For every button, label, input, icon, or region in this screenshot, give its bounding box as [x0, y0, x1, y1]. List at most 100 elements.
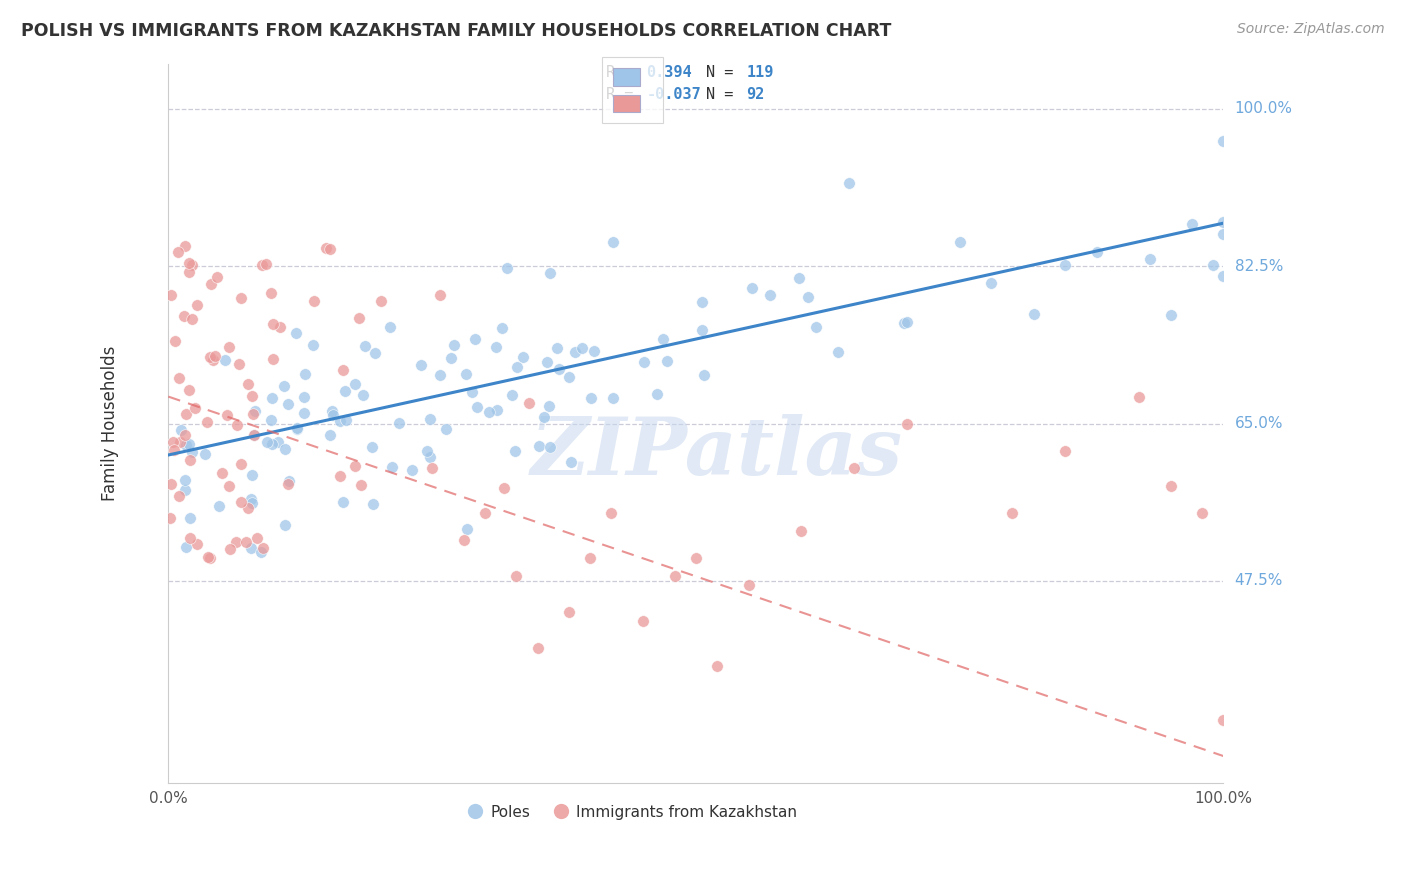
Point — [440, 351, 463, 365]
Point — [243, 428, 266, 442]
Point — [1212, 215, 1234, 229]
Point — [174, 483, 197, 498]
Point — [160, 287, 183, 301]
Point — [179, 511, 201, 525]
Point — [231, 291, 253, 305]
Point — [1085, 245, 1108, 260]
Point — [240, 467, 263, 482]
Point — [260, 413, 283, 427]
Point — [363, 497, 385, 511]
Point — [231, 458, 253, 472]
Point — [218, 479, 240, 493]
Point — [273, 379, 295, 393]
Point — [1181, 218, 1204, 232]
Point — [174, 428, 197, 442]
Point — [416, 444, 439, 458]
Point — [693, 368, 716, 382]
Point — [533, 409, 555, 424]
Point — [285, 421, 308, 435]
Point — [239, 541, 262, 555]
Point — [225, 417, 247, 432]
Point — [197, 415, 219, 429]
Point — [655, 354, 678, 368]
Point — [278, 474, 301, 488]
Point — [180, 258, 202, 272]
Point — [179, 437, 201, 451]
Point — [1128, 390, 1150, 404]
Point — [354, 339, 377, 353]
Point — [501, 388, 523, 402]
Point — [254, 257, 277, 271]
Point — [183, 401, 205, 415]
Point — [474, 507, 496, 521]
Point — [197, 550, 219, 565]
Point — [167, 371, 190, 385]
Point — [165, 334, 187, 348]
Point — [329, 469, 352, 483]
Point — [177, 256, 200, 270]
Point — [315, 241, 337, 255]
Point — [274, 518, 297, 533]
Text: 0.394: 0.394 — [647, 65, 692, 80]
Point — [1139, 252, 1161, 266]
Point — [294, 367, 316, 381]
Point — [838, 177, 860, 191]
Point — [443, 338, 465, 352]
Point — [429, 368, 451, 382]
Point — [350, 477, 373, 491]
Point — [242, 407, 264, 421]
Point — [292, 390, 315, 404]
Point — [267, 434, 290, 449]
Point — [240, 491, 263, 506]
Point — [329, 414, 352, 428]
Point — [478, 405, 501, 419]
Point — [664, 569, 686, 583]
Point — [465, 400, 488, 414]
Point — [285, 326, 308, 340]
Point — [236, 500, 259, 515]
Point — [453, 533, 475, 548]
Point — [804, 319, 827, 334]
Point — [456, 522, 478, 536]
Point — [260, 285, 283, 300]
Point — [460, 385, 482, 400]
Point — [302, 294, 325, 309]
Point — [790, 524, 813, 539]
Point — [633, 355, 655, 369]
Point — [243, 427, 266, 442]
Point — [319, 242, 342, 256]
Point — [335, 413, 357, 427]
Point — [208, 500, 231, 514]
Point — [217, 408, 239, 422]
Point — [174, 438, 197, 452]
Point — [787, 271, 810, 285]
Text: 92: 92 — [747, 87, 765, 102]
Point — [419, 412, 441, 426]
Point — [274, 442, 297, 456]
Point — [692, 323, 714, 337]
Point — [344, 458, 367, 473]
Point — [1212, 227, 1234, 241]
Point — [579, 391, 602, 405]
Point — [378, 319, 401, 334]
Point — [262, 391, 284, 405]
Point — [186, 537, 208, 551]
Point — [240, 389, 263, 403]
Point — [250, 258, 273, 272]
Point — [538, 266, 561, 280]
Point — [503, 443, 526, 458]
Point — [429, 288, 451, 302]
Point — [896, 417, 918, 431]
Point — [893, 316, 915, 330]
Point — [186, 298, 208, 312]
Point — [1054, 258, 1077, 272]
Point — [1212, 713, 1234, 727]
Point — [204, 349, 226, 363]
Text: 119: 119 — [747, 65, 773, 80]
Point — [434, 422, 457, 436]
Point — [262, 317, 284, 331]
Point — [506, 360, 529, 375]
Point — [167, 244, 190, 259]
Point — [370, 293, 392, 308]
Point — [759, 288, 782, 302]
